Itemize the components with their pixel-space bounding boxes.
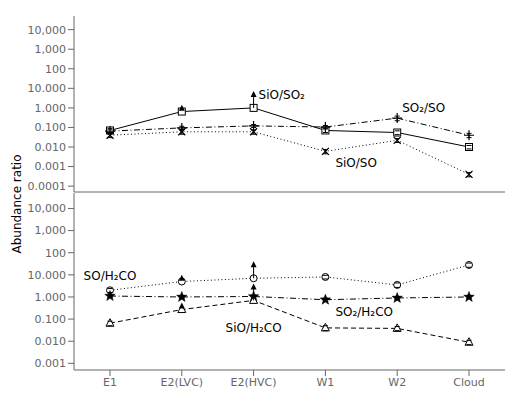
svg-text:E1: E1 <box>103 376 117 389</box>
svg-text:1.000: 1.000 <box>35 291 67 304</box>
svg-text:W2: W2 <box>388 376 406 389</box>
svg-text:0.001: 0.001 <box>35 160 67 173</box>
svg-text:E2(HVC): E2(HVC) <box>231 376 277 389</box>
svg-text:10,000: 10,000 <box>28 202 67 215</box>
svg-text:0.100: 0.100 <box>35 121 67 134</box>
svg-text:Cloud: Cloud <box>453 376 484 389</box>
svg-text:SiO/SO: SiO/SO <box>335 156 377 170</box>
svg-text:0.0001: 0.0001 <box>28 180 67 193</box>
svg-text:SO/H₂CO: SO/H₂CO <box>84 269 137 283</box>
svg-text:1.000: 1.000 <box>35 102 67 115</box>
svg-text:10.000: 10.000 <box>28 82 67 95</box>
svg-text:E2(LVC): E2(LVC) <box>160 376 203 389</box>
svg-text:1,000: 1,000 <box>35 224 67 237</box>
svg-text:0.100: 0.100 <box>35 313 67 326</box>
svg-text:0.010: 0.010 <box>35 141 67 154</box>
svg-text:SiO/SO₂: SiO/SO₂ <box>259 88 306 102</box>
svg-text:SiO/H₂CO: SiO/H₂CO <box>226 321 282 335</box>
svg-text:SO₂/SO: SO₂/SO <box>402 101 445 115</box>
svg-text:10,000: 10,000 <box>28 24 67 37</box>
svg-text:1,000: 1,000 <box>35 43 67 56</box>
svg-text:SO₂/H₂CO: SO₂/H₂CO <box>335 305 393 319</box>
svg-text:W1: W1 <box>316 376 334 389</box>
svg-text:0.010: 0.010 <box>35 335 67 348</box>
svg-text:100: 100 <box>45 247 66 260</box>
html-text:Abundance ratio: Abundance ratio <box>10 154 24 254</box>
svg-text:0.001: 0.001 <box>35 357 67 370</box>
svg-text:10.000: 10.000 <box>28 269 67 282</box>
svg-text:100: 100 <box>45 63 66 76</box>
